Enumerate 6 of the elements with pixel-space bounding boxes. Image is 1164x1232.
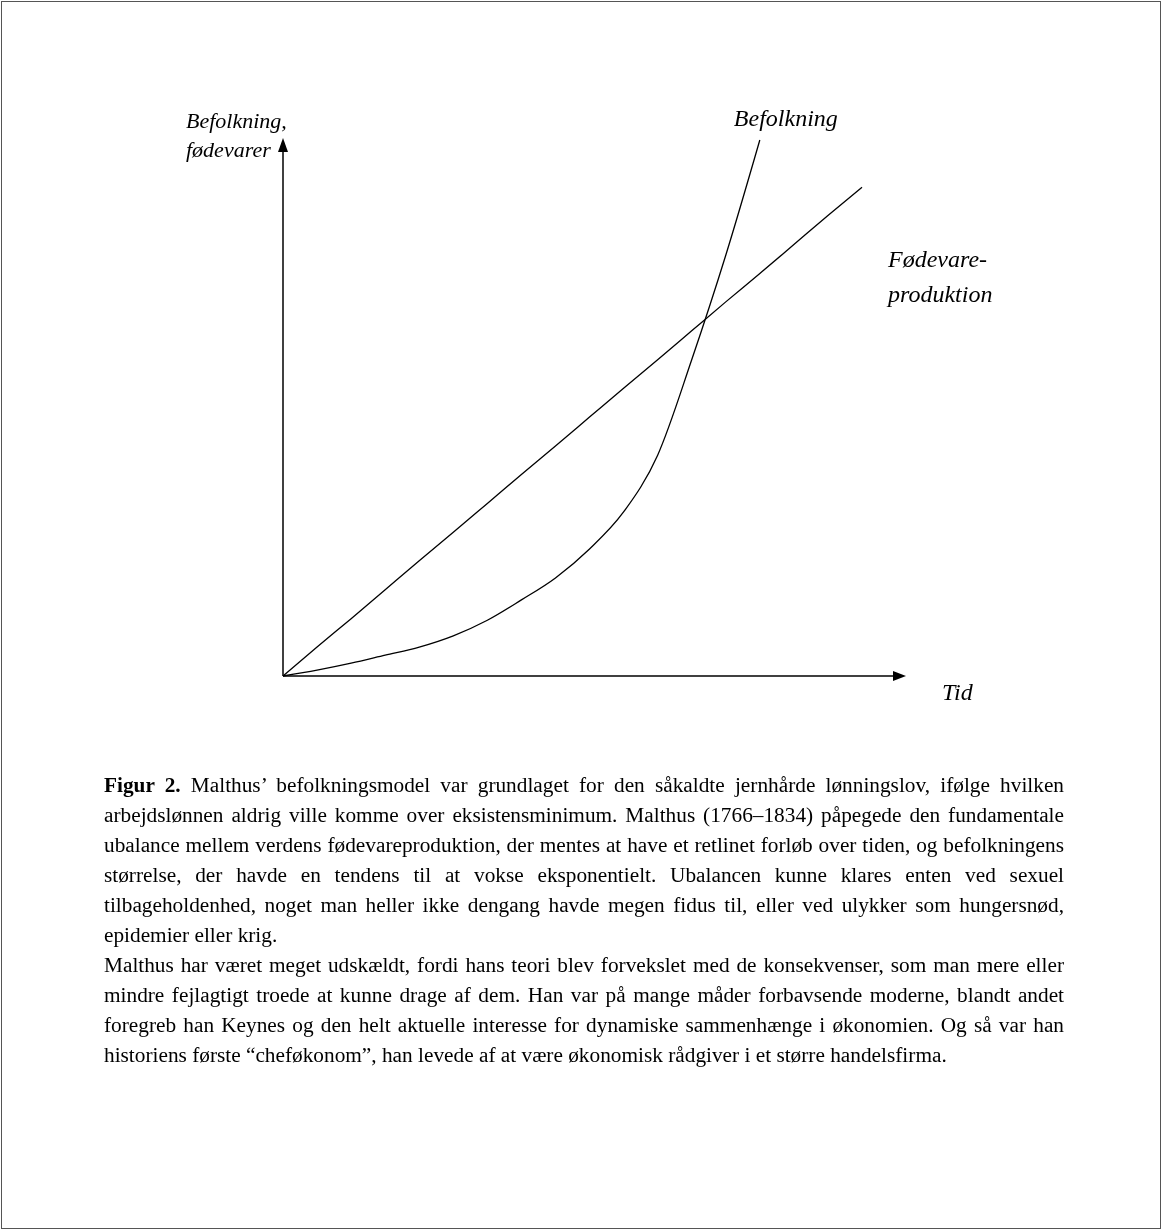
- text: Malthus har været meget udskældt, fordi hans teori blev forvekslet med de konsekvenser, som man mere eller mindre fejlagtigt troede at kunne drage af dem. Han var på mange måder forbavsende moderne, blandt andet foregreb han Keynes og den helt aktuelle interesse for dynamiske sammenhænge i økonomien. Og så var han historiens første “cheføkonom”, han levede af at være økonomisk rådgiver i et større handelsfirma.: [104, 952, 1064, 1069]
- text: Figur 2. Malthus’ befolkningsmodel var grundlaget for den såkaldte jernhårde lønningslov, ifølge hvilken arbejdslønnen aldrig ville komme over eksistensminimum. Malthus (1766–1834) påpegede den fundamentale ubalance mellem verdens fødevareproduktion, der mentes at have et retlinet forløb over tiden, og befolkningens størrelse, der havde en tendens til at vokse eksponentielt. Ubalancen kunne klares enten ved sexuel tilbageholdenhed, noget man heller ikke dengang havde megen fidus til, eller ved ulykker som hungersnød, epidemier eller krig.: [104, 773, 1064, 947]
- series-label: Befolkning: [733, 105, 838, 131]
- text: Fødevare-produktion: [886, 246, 993, 308]
- x-axis-title: Tid: [942, 679, 974, 705]
- y-axis-title: Befolkning, fødevarer: [186, 108, 287, 162]
